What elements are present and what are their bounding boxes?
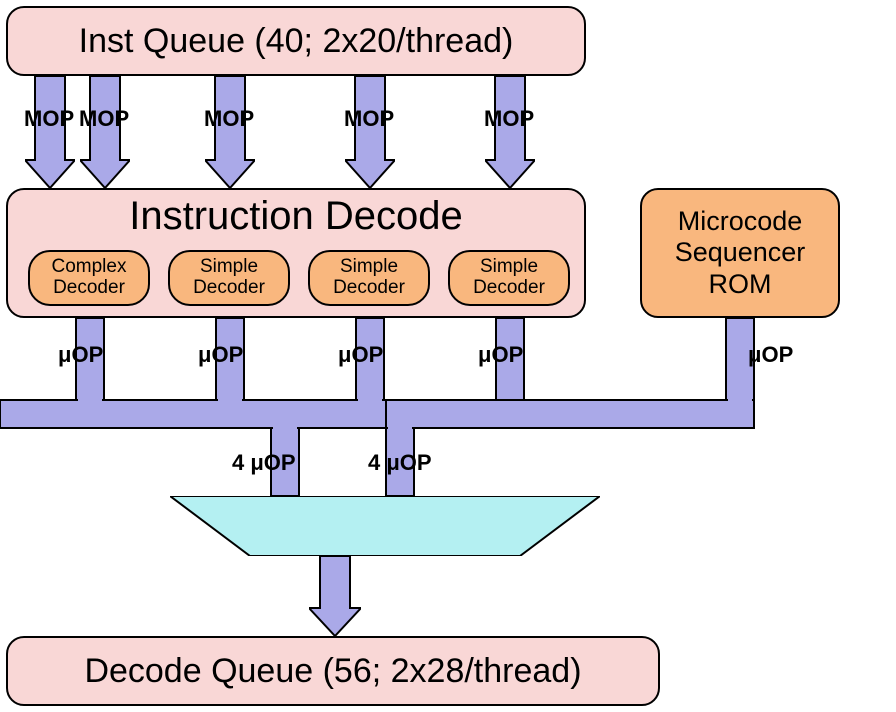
uop-label-2: μOP: [198, 342, 243, 368]
mop-label-5: MOP: [484, 106, 534, 132]
mop-label-2: MOP: [79, 106, 129, 132]
uop-label-mc: μOP: [748, 342, 793, 368]
decoder-simple-1: Simple Decoder: [168, 250, 290, 306]
mop-arrow-3: [205, 76, 255, 188]
decoder-simple-2-label: Simple Decoder: [333, 257, 405, 299]
fouruop-label-2: 4 μOP: [368, 450, 432, 476]
decoder-complex-label: Complex Decoder: [52, 257, 127, 299]
mop-arrow-4: [345, 76, 395, 188]
mop-arrow-1: [25, 76, 75, 188]
decode-queue-label: Decode Queue (56; 2x28/thread): [84, 652, 581, 691]
decoder-simple-1-label: Simple Decoder: [193, 257, 265, 299]
instruction-decode-label: Instruction Decode: [129, 194, 463, 239]
uop-label-3: μOP: [338, 342, 383, 368]
decoder-complex: Complex Decoder: [28, 250, 150, 306]
inst-queue-block: Inst Queue (40; 2x20/thread): [6, 6, 586, 76]
decoder-simple-3: Simple Decoder: [448, 250, 570, 306]
mop-arrow-5: [485, 76, 535, 188]
microcode-block: Microcode Sequencer ROM: [640, 188, 840, 318]
mop-arrow-2: [80, 76, 130, 188]
fouruop-label-1: 4 μOP: [232, 450, 296, 476]
output-arrow: [309, 556, 361, 636]
mop-label-3: MOP: [204, 106, 254, 132]
inst-queue-label: Inst Queue (40; 2x20/thread): [79, 22, 514, 61]
decoder-simple-2: Simple Decoder: [308, 250, 430, 306]
uop-label-4: μOP: [478, 342, 523, 368]
decoder-simple-3-label: Simple Decoder: [473, 257, 545, 299]
uop-label-1: μOP: [58, 342, 103, 368]
decode-queue-block: Decode Queue (56; 2x28/thread): [6, 636, 660, 706]
mop-label-1: MOP: [24, 106, 74, 132]
mop-label-4: MOP: [344, 106, 394, 132]
microcode-label: Microcode Sequencer ROM: [675, 206, 806, 299]
mux-trapezoid: [170, 496, 600, 556]
